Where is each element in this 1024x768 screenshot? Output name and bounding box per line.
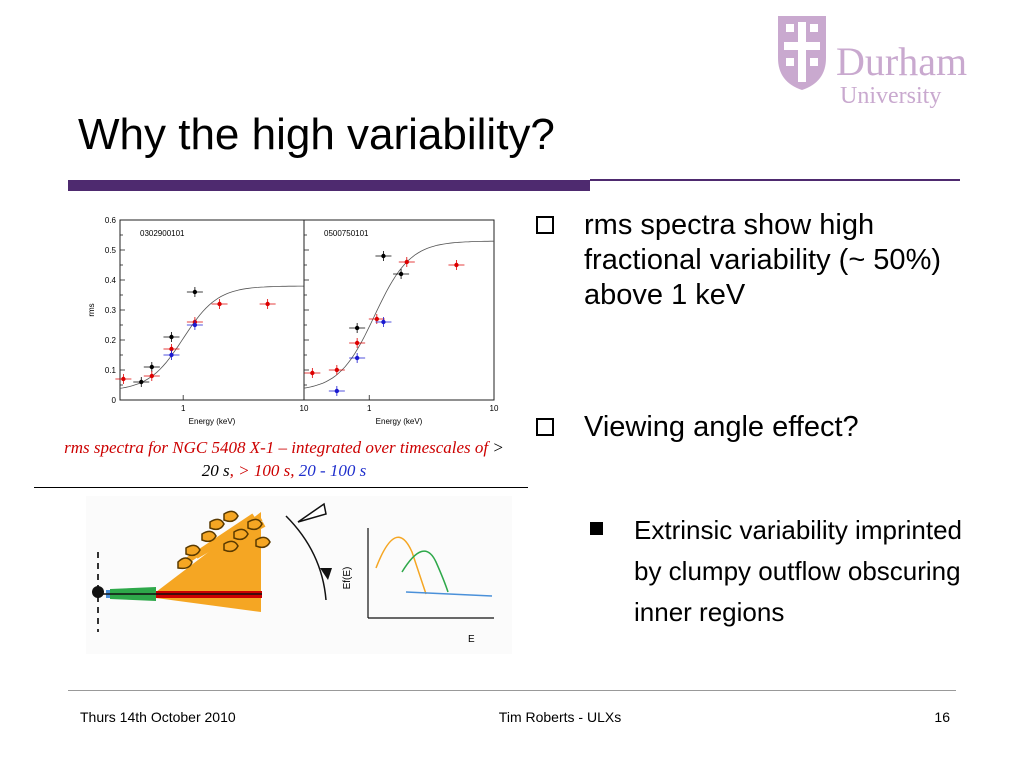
data-point	[149, 373, 155, 379]
filled-square-bullet-icon	[590, 522, 603, 535]
spectrum-xlabel: E	[468, 634, 475, 645]
data-point	[334, 388, 340, 394]
spectrum-ylabel: Ef(E)	[342, 567, 353, 590]
title-underline-bar	[68, 180, 590, 191]
y-axis-label: rms	[87, 303, 96, 316]
bullet-text: Viewing angle effect?	[584, 411, 859, 443]
x-tick-label: 1	[367, 404, 372, 413]
data-point	[381, 253, 386, 259]
data-point	[354, 340, 360, 346]
data-point	[192, 322, 198, 328]
caption-main: rms spectra for NGC 5408 X-1 – integrate…	[64, 438, 493, 457]
data-point	[374, 316, 380, 322]
model-curve	[119, 285, 304, 389]
x-axis-label: Energy (keV)	[376, 417, 423, 426]
caption-red-range: , > 100 s,	[229, 461, 299, 480]
data-point	[139, 379, 144, 385]
y-tick-label: 0.4	[105, 276, 117, 285]
data-point	[149, 364, 155, 370]
arc-arrowhead	[320, 568, 332, 580]
x-axis-label: Energy (keV)	[189, 417, 236, 426]
data-point	[404, 259, 409, 265]
y-tick-label: 0.6	[105, 216, 117, 225]
y-tick-label: 0.1	[105, 366, 117, 375]
viewing-arc	[285, 515, 327, 601]
y-tick-label: 0.2	[105, 336, 117, 345]
compact-object-dot	[92, 586, 104, 598]
y-tick-label: 0.5	[105, 246, 117, 255]
footer-date: Thurs 14th October 2010	[80, 709, 236, 725]
caption-rule	[34, 487, 528, 488]
data-point	[121, 376, 126, 382]
footer-center: Tim Roberts - ULXs	[498, 709, 622, 725]
hollow-square-bullet-icon	[536, 418, 554, 436]
model-curve	[303, 240, 494, 389]
logo-word-university: University	[840, 83, 942, 109]
cross-shield-icon	[778, 16, 826, 90]
x-tick-label: 10	[490, 404, 499, 413]
data-point	[398, 271, 404, 277]
data-point	[169, 334, 174, 340]
footer-rule	[68, 690, 956, 691]
chart-frame-0	[119, 219, 305, 401]
durham-university-logo	[778, 16, 826, 90]
caption-black-range: > 20 s	[201, 438, 504, 480]
data-point	[217, 301, 222, 307]
bullet-text: rms spectra show high fractional variabi…	[584, 209, 942, 311]
title-underline-thin	[590, 179, 960, 181]
logo-word-durham: Durham	[836, 39, 968, 84]
x-tick-label: 10	[300, 404, 309, 413]
eye-observer-icon	[297, 502, 327, 523]
x-tick-label: 1	[181, 404, 186, 413]
y-tick-label: 0	[112, 396, 117, 405]
chart-title: 0302900101	[140, 229, 185, 238]
footer-page-number: 16	[934, 709, 950, 725]
data-point	[169, 346, 174, 352]
spectrum-powerlaw-line	[405, 591, 493, 597]
data-point	[354, 325, 360, 331]
data-point	[169, 352, 174, 358]
hollow-square-bullet-icon	[536, 216, 554, 234]
data-point	[454, 262, 459, 268]
data-point	[354, 355, 360, 361]
chart-frame-1	[303, 219, 495, 401]
y-tick-label: 0.3	[105, 306, 117, 315]
data-point	[265, 301, 270, 307]
data-point	[192, 289, 198, 295]
caption-blue-range: 20 - 100 s	[298, 461, 367, 480]
slide-title: Why the high variability?	[78, 110, 555, 159]
spectrum-green-curve	[401, 550, 449, 593]
data-point	[381, 319, 386, 325]
clump-blobs	[177, 510, 271, 570]
spectrum-orange-curve	[375, 536, 427, 595]
data-point	[310, 370, 315, 376]
chart-title: 0500750101	[324, 229, 369, 238]
clumpy-outflow-diagram: Ef(E) E	[86, 496, 512, 654]
sub-bullet-text: Extrinsic variability imprinted by clump…	[634, 515, 962, 627]
figure-caption: rms spectra for NGC 5408 X-1 – integrate…	[60, 436, 508, 482]
data-point	[334, 367, 340, 373]
rms-spectra-charts: 0 0.1 0.2 0.3 0.4 0.5 0.6 1 10 0302900101 Energy (…	[87, 216, 499, 426]
